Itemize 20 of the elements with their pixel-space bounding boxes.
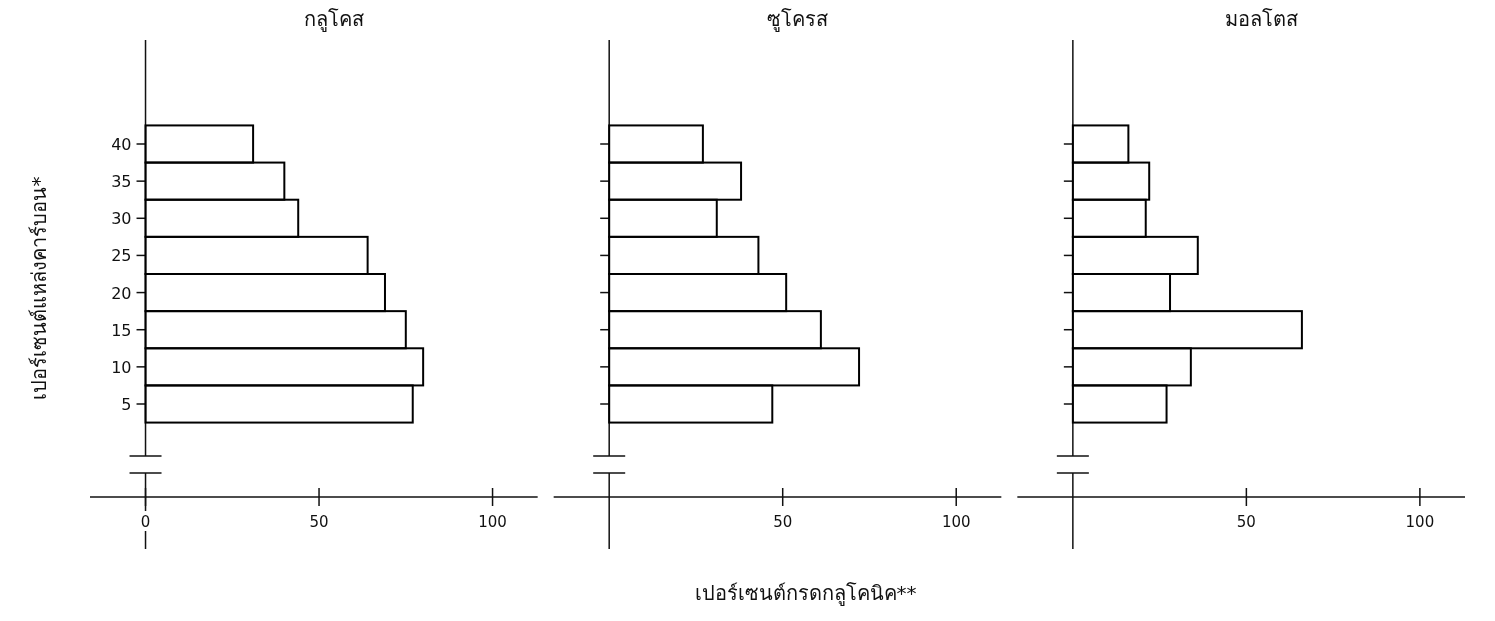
y-tick-label: 15 [111,320,132,340]
x-tick-label: 50 [309,513,329,531]
chart-title: มอลโตส [1224,7,1298,31]
y-tick-label: 25 [111,246,132,266]
x-tick-label: 100 [1405,513,1435,531]
x-tick-label: 100 [478,513,507,531]
chart-title: กลูโคส [303,7,364,32]
y-tick-label: 30 [111,209,132,229]
x-tick-label: 50 [773,513,793,531]
x-tick-label: 100 [941,513,971,531]
chart-title: ซูโครส [767,7,828,32]
y-axis-title: เปอร์เซนต์แหล่งคาร์บอน* [27,176,51,400]
y-tick-label: 10 [111,357,132,377]
y-tick-label: 35 [111,172,132,192]
x-tick-label: 0 [140,513,151,531]
x-tick-label: 50 [1236,513,1256,531]
y-tick-label: 5 [121,395,132,414]
y-tick-label: 40 [111,135,132,154]
x-axis-title: เปอร์เซนต์กรดกลูโคนิค** [694,581,917,606]
y-tick-label: 20 [111,283,132,303]
